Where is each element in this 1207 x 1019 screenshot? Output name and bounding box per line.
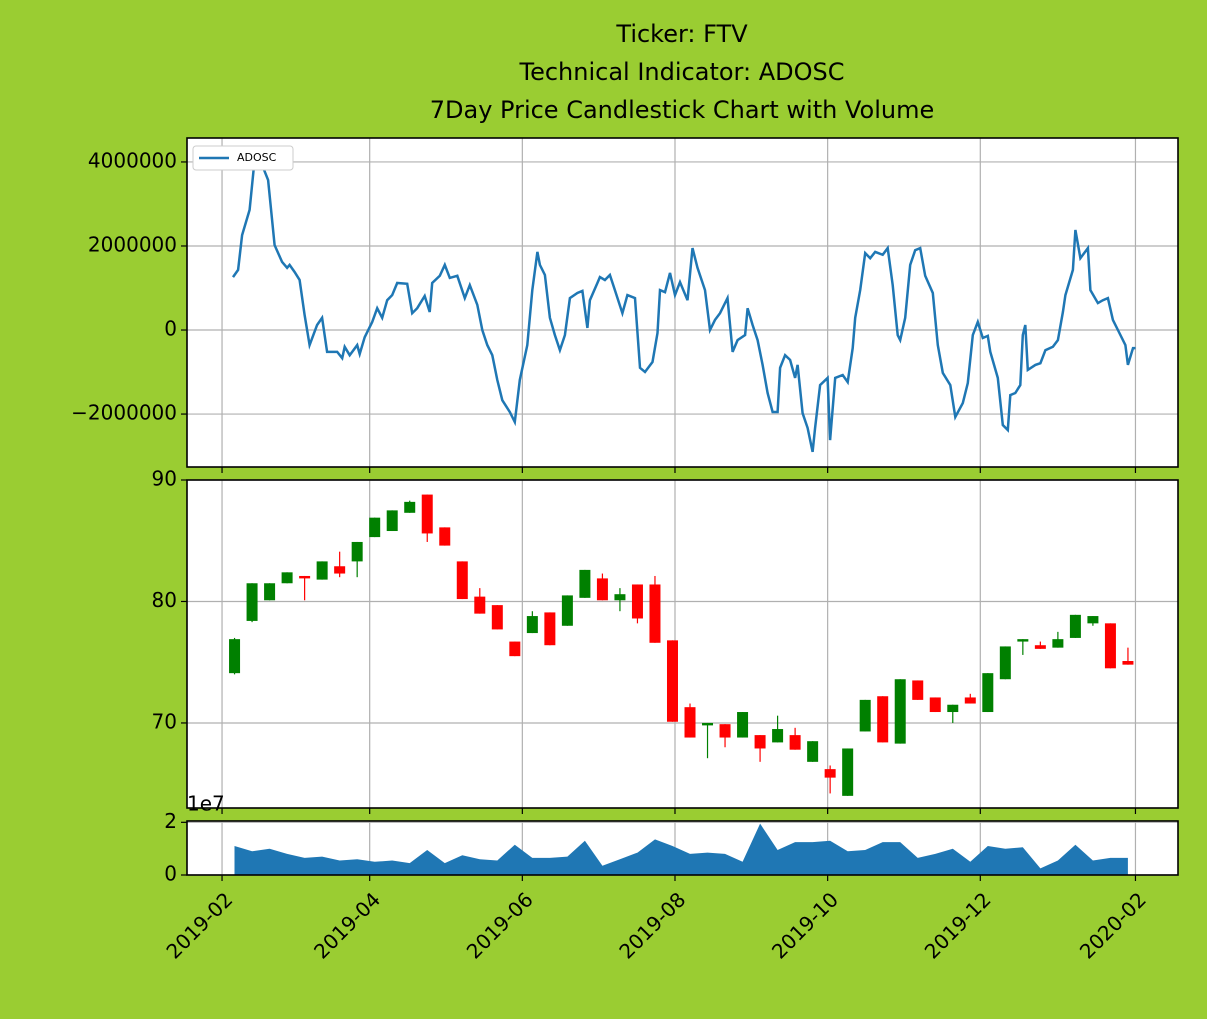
x-tick-label: 2019-10: [767, 887, 843, 963]
candle-body: [929, 697, 941, 713]
candle-body: [281, 572, 293, 584]
candle-body: [912, 680, 924, 700]
y-tick-label: 2000000: [88, 232, 177, 256]
candle-body: [859, 699, 871, 732]
x-tick-label: 2019-06: [462, 887, 538, 963]
area-series: [234, 823, 1128, 875]
candle-body: [526, 616, 538, 634]
plot-frame: [186, 137, 1179, 468]
candle-body: [561, 595, 573, 626]
y-tick-label: 0: [164, 862, 177, 886]
legend-label: ADOSC: [237, 151, 277, 164]
candle-body: [351, 541, 363, 562]
candle-body: [947, 704, 959, 713]
candle-body: [1017, 639, 1029, 642]
candle-body: [386, 510, 398, 532]
candle-body: [456, 561, 468, 600]
candle-body: [894, 679, 906, 744]
candle-body: [789, 735, 801, 750]
candle-body: [404, 501, 416, 513]
candle-body: [229, 639, 241, 674]
candle-body: [439, 527, 451, 546]
y-tick-label: 2: [164, 809, 177, 833]
plot-area: [187, 138, 1178, 467]
candle-body: [474, 596, 486, 614]
legend-box: [192, 145, 294, 171]
candle-body: [1052, 639, 1064, 648]
candle-body: [1122, 661, 1134, 665]
plot-frame: [186, 479, 1179, 809]
candle-body: [964, 697, 976, 704]
candle-body: [246, 583, 258, 621]
candle-body: [316, 561, 328, 580]
candle-body: [824, 769, 836, 778]
candle-body: [719, 724, 731, 738]
candle-body: [877, 696, 889, 743]
chart-title: Technical Indicator: ADOSC: [519, 58, 845, 86]
candle-body: [579, 569, 591, 598]
x-tick-label: 2019-02: [161, 887, 237, 963]
x-tick-label: 2020-02: [1075, 887, 1151, 963]
candle-body: [614, 594, 626, 601]
candle-body: [702, 722, 714, 726]
line-series: [231, 152, 1136, 453]
candle-body: [509, 641, 521, 657]
candle-body: [299, 575, 311, 579]
candle-body: [737, 712, 749, 738]
candle-body: [842, 748, 854, 796]
y-tick-label: 90: [152, 467, 177, 491]
candle-body: [631, 584, 643, 619]
plot-area: [187, 480, 1178, 808]
candle-body: [772, 729, 784, 743]
candle-body: [649, 584, 661, 643]
candle-body: [369, 517, 381, 538]
candle-body: [596, 578, 608, 601]
x-tick-label: 2019-08: [614, 887, 690, 963]
candle-body: [666, 640, 678, 722]
chart-title: 7Day Price Candlestick Chart with Volume: [430, 96, 935, 124]
x-tick-label: 2019-04: [309, 887, 385, 963]
candle-body: [684, 707, 696, 738]
candle-body: [264, 583, 276, 601]
y-tick-label: 80: [152, 588, 177, 612]
candle-body: [807, 741, 819, 762]
y-tick-label: 0: [164, 317, 177, 341]
candle-body: [544, 612, 556, 646]
candle-body: [1104, 623, 1116, 669]
candle-body: [754, 735, 766, 749]
candle-body: [334, 566, 346, 574]
x-tick-label: 2019-12: [920, 887, 996, 963]
plot-frame: [186, 820, 1179, 876]
candle-body: [999, 646, 1011, 680]
y-tick-label: 70: [152, 709, 177, 733]
candle-body: [491, 605, 503, 630]
candle-body: [1069, 614, 1081, 638]
candle-body: [421, 494, 433, 534]
y-tick-label: 4000000: [88, 148, 177, 172]
axis-offset-label: 1e7: [187, 792, 225, 816]
candle-body: [1034, 645, 1046, 649]
y-tick-label: −2000000: [71, 401, 177, 425]
chart-title: Ticker: FTV: [615, 20, 748, 48]
candle-body: [982, 673, 994, 713]
candle-body: [1087, 616, 1099, 624]
